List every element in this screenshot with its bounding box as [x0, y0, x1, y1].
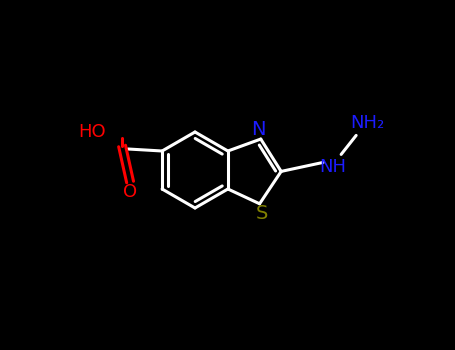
Text: NH₂: NH₂	[350, 114, 384, 132]
Text: S: S	[255, 204, 268, 223]
Text: O: O	[123, 183, 137, 201]
Text: N: N	[252, 120, 266, 139]
Text: NH: NH	[320, 159, 347, 176]
Text: HO: HO	[78, 123, 106, 141]
